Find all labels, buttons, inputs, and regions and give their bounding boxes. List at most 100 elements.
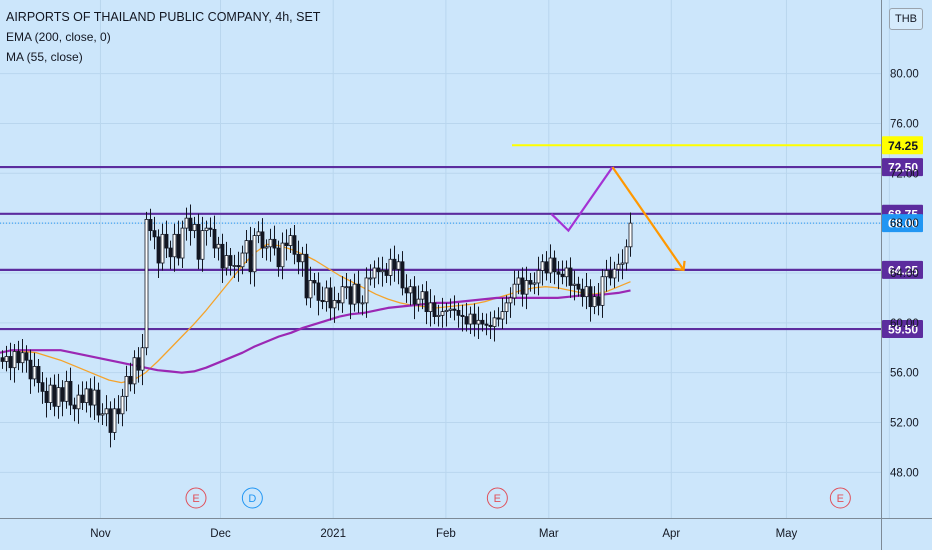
candle-body[interactable] xyxy=(404,287,409,294)
candle-body[interactable] xyxy=(244,240,249,254)
candle-body[interactable] xyxy=(16,351,21,364)
candle-body[interactable] xyxy=(48,384,53,403)
candle-body[interactable] xyxy=(400,261,405,289)
candle-body[interactable] xyxy=(108,408,113,433)
candle-body[interactable] xyxy=(296,253,301,263)
candle-body[interactable] xyxy=(268,238,273,248)
candle-body[interactable] xyxy=(452,308,457,311)
currency-button[interactable]: THB xyxy=(889,8,923,30)
candle-body[interactable] xyxy=(508,297,513,304)
candle-body[interactable] xyxy=(612,268,617,279)
candle-body[interactable] xyxy=(588,286,593,308)
candle-body[interactable] xyxy=(172,233,177,258)
candle-body[interactable] xyxy=(416,298,421,305)
candle-body[interactable] xyxy=(72,404,77,410)
candle-body[interactable] xyxy=(460,314,465,317)
candle-body[interactable] xyxy=(96,389,101,416)
candle-body[interactable] xyxy=(264,246,269,249)
candle-body[interactable] xyxy=(212,228,217,249)
candle-body[interactable] xyxy=(160,233,165,264)
candle-body[interactable] xyxy=(0,357,5,362)
candle-body[interactable] xyxy=(616,263,621,270)
candle-body[interactable] xyxy=(428,302,433,313)
candle-body[interactable] xyxy=(64,380,69,402)
candle-body[interactable] xyxy=(84,388,89,403)
candle-body[interactable] xyxy=(128,376,133,385)
candle-body[interactable] xyxy=(40,382,45,392)
candle-body[interactable] xyxy=(180,227,185,259)
candle-body[interactable] xyxy=(112,408,117,433)
candle-body[interactable] xyxy=(56,387,61,407)
candle-body[interactable] xyxy=(220,243,225,269)
candle-body[interactable] xyxy=(412,286,417,305)
candle-body[interactable] xyxy=(540,261,545,271)
candle-body[interactable] xyxy=(596,296,601,306)
candle-body[interactable] xyxy=(420,291,425,300)
candle-body[interactable] xyxy=(156,236,161,264)
candle-body[interactable] xyxy=(572,283,577,286)
candle-body[interactable] xyxy=(176,233,181,259)
candle-body[interactable] xyxy=(620,262,625,265)
candle-body[interactable] xyxy=(480,319,485,325)
candle-body[interactable] xyxy=(392,258,397,270)
candle-body[interactable] xyxy=(512,283,517,299)
candle-body[interactable] xyxy=(224,255,229,269)
candle-body[interactable] xyxy=(32,366,37,380)
candle-body[interactable] xyxy=(276,247,281,268)
candle-body[interactable] xyxy=(20,352,25,364)
event-marker-dividend[interactable] xyxy=(241,487,263,509)
candle-body[interactable] xyxy=(188,217,193,232)
candle-body[interactable] xyxy=(532,282,537,285)
candle-body[interactable] xyxy=(448,308,453,311)
candle-body[interactable] xyxy=(12,351,17,369)
candle-body[interactable] xyxy=(252,235,257,273)
candle-body[interactable] xyxy=(468,313,473,325)
candle-body[interactable] xyxy=(576,283,581,290)
candle-body[interactable] xyxy=(496,317,501,320)
candle-body[interactable] xyxy=(564,267,569,278)
candle-body[interactable] xyxy=(376,267,381,273)
candle-body[interactable] xyxy=(548,257,553,274)
candle-body[interactable] xyxy=(324,287,329,303)
candle-body[interactable] xyxy=(236,265,241,268)
candle-body[interactable] xyxy=(340,286,345,304)
candle-body[interactable] xyxy=(484,323,489,326)
candle-body[interactable] xyxy=(360,302,365,305)
candle-body[interactable] xyxy=(372,267,377,279)
candle-body[interactable] xyxy=(592,296,597,308)
candle-body[interactable] xyxy=(608,270,613,279)
candle-body[interactable] xyxy=(120,395,125,415)
candle-body[interactable] xyxy=(208,227,213,230)
candle-body[interactable] xyxy=(476,319,481,325)
candle-body[interactable] xyxy=(100,413,105,416)
candle-body[interactable] xyxy=(528,280,533,285)
candlestick-series[interactable] xyxy=(0,204,633,448)
candle-body[interactable] xyxy=(424,291,429,313)
candle-body[interactable] xyxy=(36,366,41,384)
candle-body[interactable] xyxy=(28,359,33,380)
candle-body[interactable] xyxy=(556,271,561,275)
candle-body[interactable] xyxy=(356,283,361,304)
candle-body[interactable] xyxy=(524,280,529,295)
candle-body[interactable] xyxy=(628,222,633,248)
candle-body[interactable] xyxy=(44,390,49,403)
candle-body[interactable] xyxy=(24,352,29,361)
candle-body[interactable] xyxy=(92,389,97,406)
candle-body[interactable] xyxy=(520,277,525,295)
candle-body[interactable] xyxy=(348,286,353,305)
candle-body[interactable] xyxy=(432,302,437,317)
candle-body[interactable] xyxy=(344,286,349,289)
candle-body[interactable] xyxy=(364,277,369,304)
candle-body[interactable] xyxy=(464,316,469,325)
candle-body[interactable] xyxy=(332,299,337,309)
candle-body[interactable] xyxy=(560,273,565,278)
candle-body[interactable] xyxy=(184,217,189,229)
candle-body[interactable] xyxy=(328,287,333,309)
candle-body[interactable] xyxy=(288,235,293,246)
candle-body[interactable] xyxy=(4,356,9,362)
candle-body[interactable] xyxy=(132,357,137,385)
candle-body[interactable] xyxy=(216,243,221,249)
candle-body[interactable] xyxy=(580,288,585,298)
candle-body[interactable] xyxy=(472,313,477,325)
